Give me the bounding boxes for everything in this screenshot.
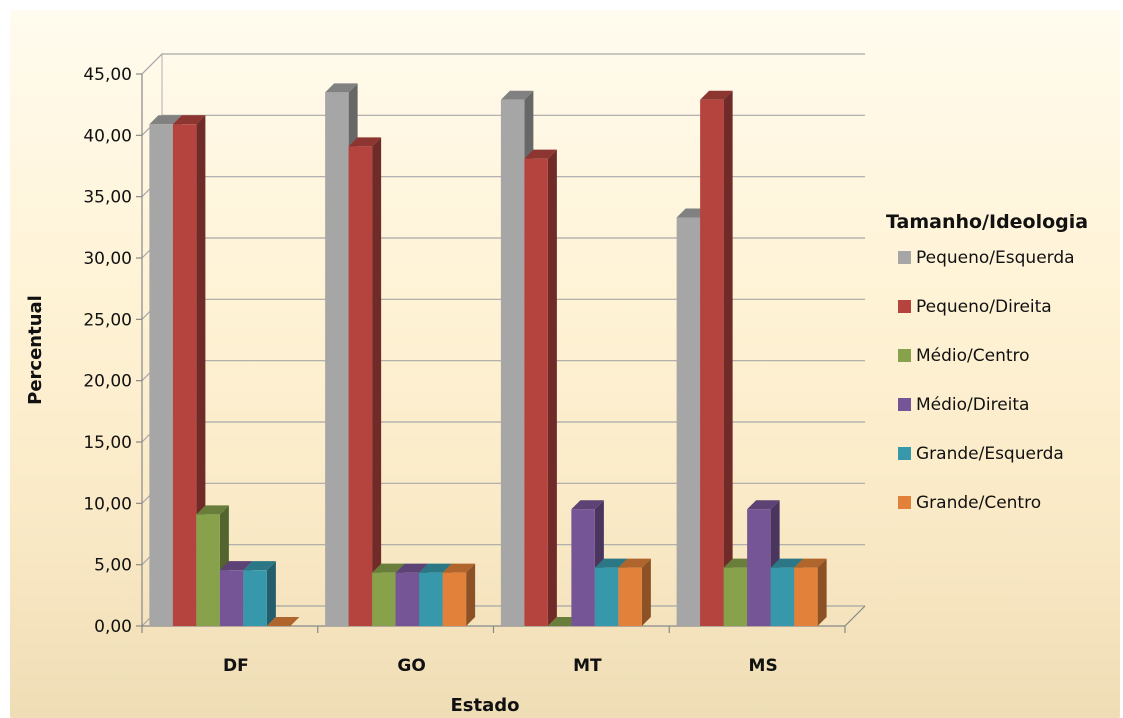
bar-front bbox=[348, 146, 373, 626]
bar-top bbox=[149, 115, 182, 125]
legend-item: Médio/Direita bbox=[898, 395, 1029, 415]
legend-label: Médio/Direita bbox=[916, 395, 1029, 415]
bar bbox=[618, 558, 651, 626]
floor-edge bbox=[844, 605, 866, 627]
legend-swatch bbox=[898, 496, 911, 509]
bar-top bbox=[419, 563, 452, 573]
bar-top bbox=[442, 563, 476, 573]
legend-label: Médio/Centro bbox=[916, 346, 1030, 366]
bar bbox=[794, 558, 827, 626]
bar-top bbox=[348, 137, 382, 147]
legend-swatch bbox=[898, 251, 911, 264]
bar-top bbox=[196, 505, 229, 515]
bar-side bbox=[372, 137, 382, 626]
bar-top bbox=[325, 83, 358, 93]
bar-side bbox=[196, 115, 206, 626]
bar-top bbox=[243, 561, 276, 571]
legend-item: Grande/Esquerda bbox=[898, 444, 1064, 464]
bar-front bbox=[172, 124, 197, 626]
y-tick-label: 45,00 bbox=[83, 65, 132, 85]
bar-top bbox=[594, 558, 628, 568]
x-axis-title: Estado bbox=[450, 695, 519, 716]
x-tick-label: MS bbox=[749, 656, 778, 676]
legend-title: Tamanho/Ideologia bbox=[886, 211, 1088, 233]
bar-front bbox=[594, 567, 619, 626]
bar-side bbox=[466, 563, 476, 626]
bar-front bbox=[524, 158, 548, 626]
bar-front bbox=[723, 567, 748, 626]
legend-swatch bbox=[898, 398, 911, 411]
bar-top bbox=[500, 90, 534, 100]
bar-top bbox=[524, 149, 557, 159]
y-tick-label: 35,00 bbox=[83, 188, 132, 208]
bar bbox=[524, 149, 557, 626]
y-tick-label: 30,00 bbox=[83, 249, 132, 269]
bar-front bbox=[219, 570, 244, 626]
bar-front bbox=[571, 509, 595, 626]
bar-front bbox=[442, 572, 467, 626]
y-tick-label: 25,00 bbox=[83, 310, 132, 330]
y-tick-label: 15,00 bbox=[83, 433, 132, 453]
legend-item: Grande/Centro bbox=[898, 493, 1041, 513]
legend-label: Grande/Esquerda bbox=[916, 444, 1064, 464]
chart-svg: 0,00 5,00 10,00 15,00 20,00 25,00 30,00 35,00 40… bbox=[25, 52, 1088, 716]
bar-front bbox=[618, 567, 642, 626]
legend-swatch bbox=[898, 300, 911, 313]
legend-item: Pequeno/Esquerda bbox=[898, 248, 1075, 268]
bar-top bbox=[747, 500, 780, 510]
bar-side bbox=[547, 149, 557, 626]
bar-top bbox=[700, 90, 733, 100]
bar-front bbox=[419, 572, 443, 626]
bar-front bbox=[794, 567, 818, 626]
bar-top bbox=[794, 558, 827, 568]
bar-front bbox=[243, 570, 267, 626]
bar-top bbox=[219, 561, 253, 571]
y-axis-title: Percentual bbox=[25, 295, 46, 405]
y-tick-label: 20,00 bbox=[83, 372, 132, 392]
legend-item: Pequeno/Direita bbox=[898, 297, 1052, 317]
bar-side bbox=[641, 558, 651, 626]
legend-label: Pequeno/Direita bbox=[916, 297, 1052, 317]
bar bbox=[266, 617, 300, 626]
legend-label: Pequeno/Esquerda bbox=[916, 248, 1075, 268]
legend-item: Médio/Centro bbox=[898, 346, 1030, 366]
bar-top bbox=[618, 558, 651, 568]
y-tick-label: 0,00 bbox=[94, 617, 132, 637]
bar-front bbox=[149, 124, 173, 626]
bar-side bbox=[723, 90, 733, 626]
bar-side bbox=[817, 558, 827, 626]
bar-front bbox=[325, 92, 349, 626]
bar-top bbox=[172, 115, 206, 125]
bar-front bbox=[372, 572, 396, 626]
y-tick-label: 5,00 bbox=[94, 556, 132, 576]
legend-label: Grande/Centro bbox=[916, 493, 1041, 513]
y-tick-label: 10,00 bbox=[83, 494, 132, 514]
legend-swatch bbox=[898, 447, 911, 460]
bar-front bbox=[770, 567, 795, 626]
bar bbox=[700, 90, 733, 626]
bar-front bbox=[676, 217, 701, 626]
bar-top bbox=[395, 563, 429, 573]
bar-front bbox=[700, 99, 724, 626]
y-tick-label: 40,00 bbox=[83, 126, 132, 146]
bar-front bbox=[747, 509, 771, 626]
bar-front bbox=[196, 514, 220, 626]
bar bbox=[243, 561, 276, 626]
x-tick-label: DF bbox=[223, 656, 249, 676]
x-tick-label: MT bbox=[573, 656, 602, 676]
bar-top bbox=[266, 617, 300, 626]
bar-front bbox=[500, 99, 525, 626]
bar-side bbox=[266, 561, 276, 626]
x-tick-label: GO bbox=[397, 656, 425, 676]
bar bbox=[442, 563, 476, 626]
gridline bbox=[141, 53, 865, 75]
bar bbox=[172, 115, 206, 626]
legend-swatch bbox=[898, 349, 911, 362]
bar bbox=[348, 137, 382, 626]
bar-top bbox=[372, 563, 405, 573]
bar-top bbox=[770, 558, 804, 568]
chart-area: 0,00 5,00 10,00 15,00 20,00 25,00 30,00 35,00 40… bbox=[10, 10, 1120, 718]
bar-top bbox=[571, 500, 604, 510]
bar-front bbox=[395, 572, 420, 626]
